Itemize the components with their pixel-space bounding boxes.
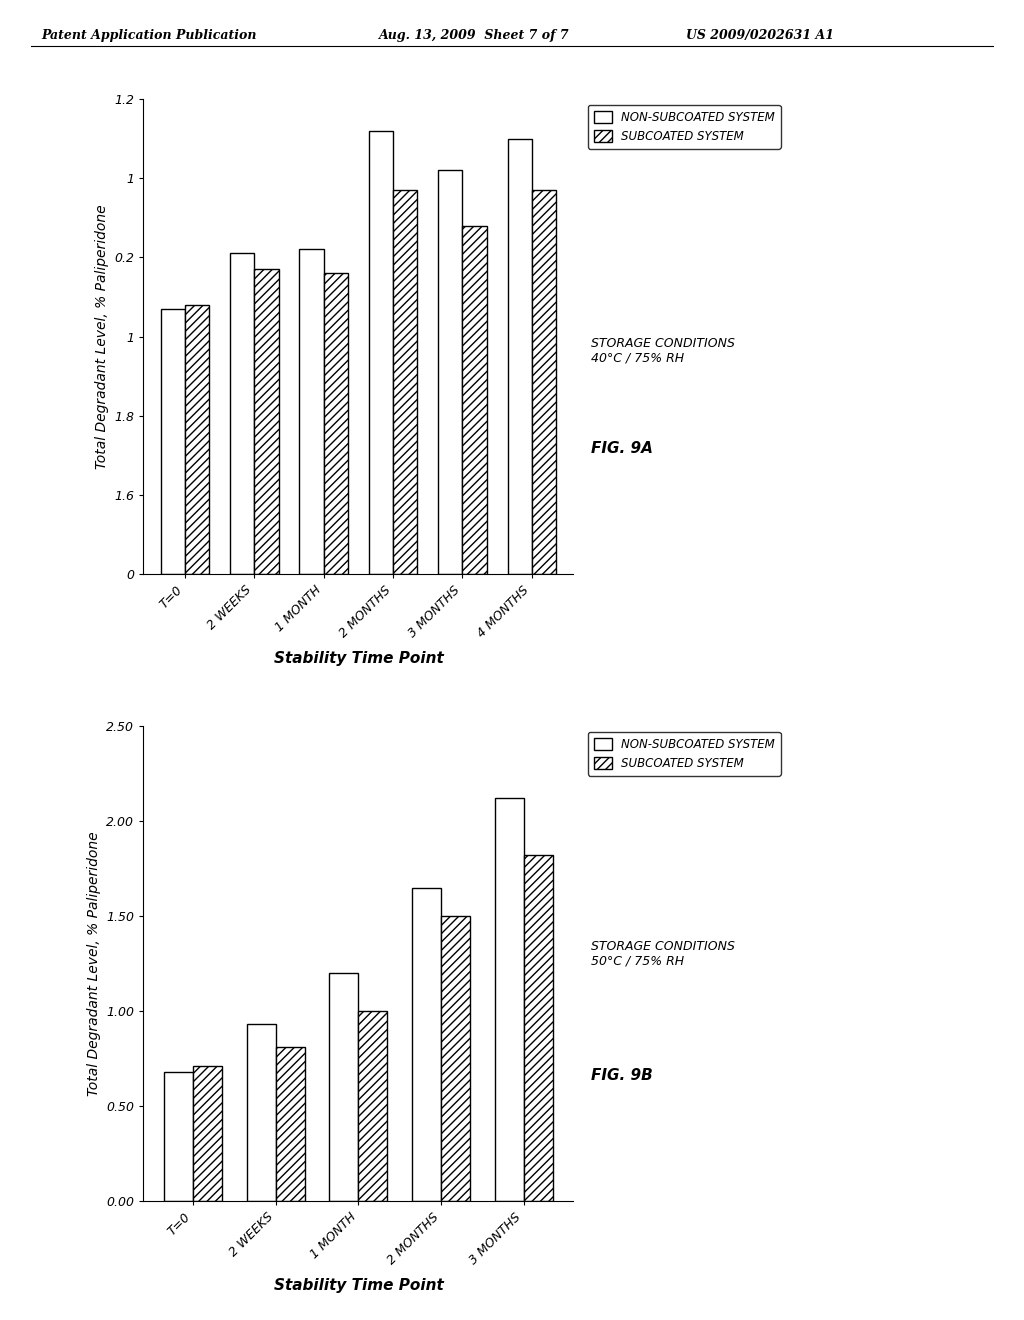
Bar xyxy=(330,973,358,1201)
Text: FIG. 9A: FIG. 9A xyxy=(591,441,652,457)
Bar xyxy=(524,855,553,1201)
Bar xyxy=(254,269,279,574)
Text: STORAGE CONDITIONS
50°C / 75% RH: STORAGE CONDITIONS 50°C / 75% RH xyxy=(591,940,734,968)
Bar xyxy=(463,226,486,574)
Text: FIG. 9B: FIG. 9B xyxy=(591,1068,652,1084)
Bar xyxy=(193,1067,222,1201)
Bar xyxy=(161,309,185,574)
Bar xyxy=(164,1072,193,1201)
Y-axis label: Total Degradant Level, % Paliperidone: Total Degradant Level, % Paliperidone xyxy=(95,205,109,469)
Text: Patent Application Publication: Patent Application Publication xyxy=(41,29,256,42)
Bar xyxy=(247,1024,275,1201)
Bar xyxy=(438,170,463,574)
Bar xyxy=(358,1011,387,1201)
Bar xyxy=(275,1047,305,1201)
Bar xyxy=(230,253,254,574)
Bar xyxy=(413,887,441,1201)
Text: STORAGE CONDITIONS
40°C / 75% RH: STORAGE CONDITIONS 40°C / 75% RH xyxy=(591,337,734,364)
Y-axis label: Total Degradant Level, % Paliperidone: Total Degradant Level, % Paliperidone xyxy=(87,832,100,1096)
Bar xyxy=(495,799,524,1201)
Bar xyxy=(393,190,418,574)
Bar xyxy=(441,916,470,1201)
Text: US 2009/0202631 A1: US 2009/0202631 A1 xyxy=(686,29,835,42)
Legend: NON-SUBCOATED SYSTEM, SUBCOATED SYSTEM: NON-SUBCOATED SYSTEM, SUBCOATED SYSTEM xyxy=(588,104,780,149)
Bar xyxy=(299,249,324,574)
Bar xyxy=(369,131,393,574)
X-axis label: Stability Time Point: Stability Time Point xyxy=(273,1278,443,1292)
Bar xyxy=(324,273,348,574)
Bar xyxy=(185,305,209,574)
Bar xyxy=(508,139,531,574)
X-axis label: Stability Time Point: Stability Time Point xyxy=(273,651,443,665)
Legend: NON-SUBCOATED SYSTEM, SUBCOATED SYSTEM: NON-SUBCOATED SYSTEM, SUBCOATED SYSTEM xyxy=(588,731,780,776)
Text: Aug. 13, 2009  Sheet 7 of 7: Aug. 13, 2009 Sheet 7 of 7 xyxy=(379,29,569,42)
Bar xyxy=(531,190,556,574)
